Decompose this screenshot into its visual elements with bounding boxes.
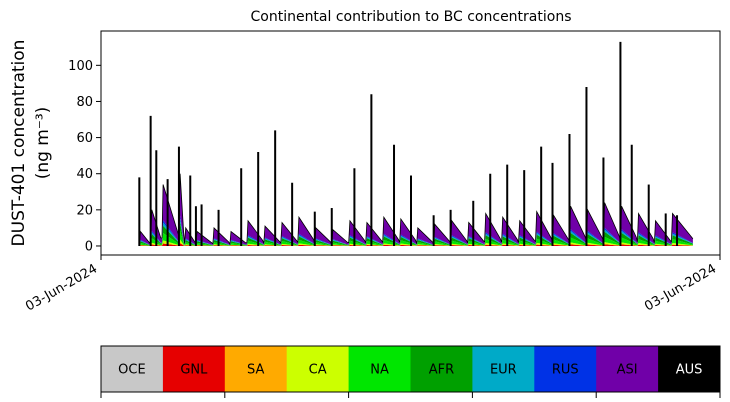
y-tick-label: 20 xyxy=(76,203,93,218)
x-tick-label-start: 03-Jun-2024 xyxy=(23,261,100,314)
legend-frame xyxy=(100,345,721,393)
legend-label-afr: AFR xyxy=(429,363,454,378)
x-tick-label-end: 03-Jun-2024 xyxy=(642,261,719,314)
plot-frame xyxy=(100,30,721,256)
stack-area-ca xyxy=(139,239,693,246)
legend-swatch-oce xyxy=(101,346,164,392)
legend-swatch-gnl xyxy=(162,346,226,392)
y-tick-label: 100 xyxy=(68,59,93,74)
legend-swatch-sa xyxy=(224,346,288,392)
stack-area-afr xyxy=(139,222,693,246)
legend-swatch-eur xyxy=(472,346,535,392)
stack-area-na xyxy=(139,230,693,246)
stacked-area-layer xyxy=(138,173,694,246)
legend-label-sa: SA xyxy=(247,363,264,378)
region-legend-colorbar: OCE GNL SA CA NA AFR EUR RUS ASI AUS xyxy=(100,345,721,398)
y-axis-label-line1: DUST-401 concentration xyxy=(9,40,29,247)
y-tick-label: 40 xyxy=(76,167,93,182)
legend-label-asi: ASI xyxy=(617,363,638,378)
legend-label-na: NA xyxy=(370,363,389,378)
legend-label-gnl: GNL xyxy=(180,363,208,378)
plot-data-layer xyxy=(138,41,694,246)
stack-area-gnl xyxy=(139,243,693,246)
legend-swatch-na xyxy=(348,346,411,392)
y-axis-label-line2: (ng m⁻³) xyxy=(33,107,53,180)
legend-swatch-rus xyxy=(534,346,597,392)
y-tick-label: 80 xyxy=(76,95,93,110)
y-tick-label: 60 xyxy=(76,131,93,146)
chart-title: Continental contribution to BC concentra… xyxy=(250,9,571,25)
legend-swatch-asi xyxy=(596,346,659,392)
y-axis: 0 20 40 60 80 100 xyxy=(68,59,101,254)
legend-label-aus: AUS xyxy=(676,363,703,378)
y-tick-label: 0 xyxy=(85,239,93,254)
legend-swatch-ca xyxy=(286,346,350,392)
legend-label-oce: OCE xyxy=(118,363,146,378)
legend-swatch-aus xyxy=(658,346,721,392)
legend-swatch-afr xyxy=(410,346,473,392)
stack-area-asi xyxy=(139,173,693,246)
legend-label-eur: EUR xyxy=(490,363,517,378)
legend-label-ca: CA xyxy=(309,363,327,378)
legend-label-rus: RUS xyxy=(552,363,579,378)
x-axis: 03-Jun-2024 03-Jun-2024 xyxy=(23,255,721,314)
total-concentration-line-layer xyxy=(138,41,679,246)
